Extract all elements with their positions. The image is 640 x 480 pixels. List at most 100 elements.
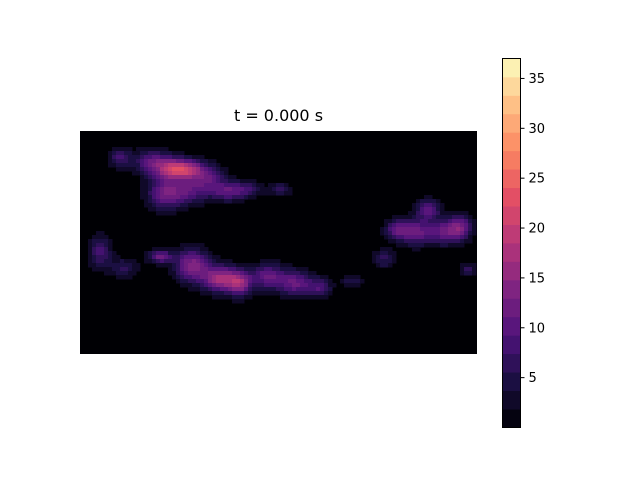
heatmap-cell bbox=[144, 183, 149, 188]
heatmap-cell bbox=[224, 291, 229, 296]
heatmap-cell bbox=[420, 235, 425, 240]
heatmap-cell bbox=[188, 191, 193, 196]
heatmap-cell bbox=[300, 275, 305, 280]
heatmap-cell bbox=[108, 259, 113, 264]
heatmap-cell bbox=[160, 199, 165, 204]
heatmap-cell bbox=[196, 183, 201, 188]
heatmap-cell bbox=[420, 215, 425, 220]
heatmap-cell bbox=[252, 195, 257, 200]
heatmap-cell bbox=[148, 163, 153, 168]
heatmap-cell bbox=[128, 147, 133, 152]
heatmap-cell bbox=[288, 191, 293, 196]
heatmap-cell bbox=[452, 227, 457, 232]
heatmap-cell bbox=[256, 283, 261, 288]
heatmap-cell bbox=[164, 263, 169, 268]
heatmap-cell bbox=[184, 271, 189, 276]
heatmap-cell bbox=[284, 271, 289, 276]
heatmap-cell bbox=[392, 255, 397, 260]
heatmap-cell bbox=[464, 215, 469, 220]
heatmap-cell bbox=[220, 291, 225, 296]
heatmap-cell bbox=[104, 251, 109, 256]
heatmap-cell bbox=[272, 259, 277, 264]
heatmap-cell bbox=[284, 279, 289, 284]
heatmap-cell bbox=[180, 271, 185, 276]
heatmap-cell bbox=[240, 179, 245, 184]
heatmap-cell bbox=[164, 155, 169, 160]
heatmap-cell bbox=[152, 191, 157, 196]
heatmap-cell bbox=[124, 167, 129, 172]
heatmap-cell bbox=[256, 287, 261, 292]
heatmap-cell bbox=[116, 163, 121, 168]
heatmap-cell bbox=[144, 259, 149, 264]
heatmap-cell bbox=[300, 279, 305, 284]
heatmap-cell bbox=[124, 267, 129, 272]
heatmap-cells bbox=[88, 147, 477, 304]
heatmap-cell bbox=[260, 287, 265, 292]
heatmap-cell bbox=[348, 283, 353, 288]
heatmap-cell bbox=[172, 171, 177, 176]
heatmap-cell bbox=[248, 287, 253, 292]
heatmap-cell bbox=[184, 175, 189, 180]
heatmap-cell bbox=[200, 279, 205, 284]
heatmap-cell bbox=[128, 163, 133, 168]
heatmap-cell bbox=[92, 255, 97, 260]
heatmap-cell bbox=[256, 191, 261, 196]
heatmap-cell bbox=[420, 211, 425, 216]
heatmap-cell bbox=[408, 219, 413, 224]
heatmap-cell bbox=[260, 279, 265, 284]
heatmap-cell bbox=[216, 287, 221, 292]
heatmap-cell bbox=[308, 275, 313, 280]
heatmap-cell bbox=[196, 259, 201, 264]
heatmap-cell bbox=[188, 275, 193, 280]
heatmap-cell bbox=[304, 271, 309, 276]
heatmap-cell bbox=[324, 287, 329, 292]
heatmap-cell bbox=[312, 283, 317, 288]
heatmap-cell bbox=[200, 167, 205, 172]
heatmap-cell bbox=[264, 283, 269, 288]
heatmap-cell bbox=[160, 255, 165, 260]
heatmap-cell bbox=[412, 203, 417, 208]
heatmap-cell bbox=[432, 231, 437, 236]
heatmap-cell bbox=[152, 259, 157, 264]
heatmap-cell bbox=[172, 163, 177, 168]
heatmap-cell bbox=[180, 283, 185, 288]
heatmap-cell bbox=[256, 279, 261, 284]
heatmap-cell bbox=[428, 215, 433, 220]
heatmap-cell bbox=[144, 163, 149, 168]
heatmap-cell bbox=[432, 215, 437, 220]
heatmap-cell bbox=[380, 251, 385, 256]
heatmap-cell bbox=[176, 271, 181, 276]
heatmap-cell bbox=[388, 251, 393, 256]
heatmap-cell bbox=[236, 275, 241, 280]
heatmap-cell bbox=[260, 191, 265, 196]
heatmap-cell bbox=[248, 275, 253, 280]
heatmap-cell bbox=[392, 231, 397, 236]
heatmap-cell bbox=[184, 155, 189, 160]
heatmap-cell bbox=[156, 155, 161, 160]
heatmap-cell bbox=[220, 295, 225, 300]
heatmap-cell bbox=[456, 231, 461, 236]
heatmap-cell bbox=[216, 295, 221, 300]
heatmap-cell bbox=[160, 171, 165, 176]
heatmap-cell bbox=[332, 283, 337, 288]
heatmap-cell bbox=[104, 267, 109, 272]
heatmap-cell bbox=[268, 279, 273, 284]
heatmap-cell bbox=[260, 183, 265, 188]
heatmap-cell bbox=[152, 151, 157, 156]
heatmap-cell bbox=[320, 283, 325, 288]
heatmap-cell bbox=[136, 159, 141, 164]
heatmap-cell bbox=[204, 195, 209, 200]
heatmap-cell bbox=[320, 295, 325, 300]
colorbar-tick-label: 20 bbox=[529, 222, 546, 237]
heatmap-cell bbox=[96, 263, 101, 268]
heatmap-cell bbox=[432, 207, 437, 212]
heatmap-cell bbox=[232, 279, 237, 284]
heatmap-cell bbox=[96, 251, 101, 256]
heatmap-cell bbox=[112, 147, 117, 152]
heatmap-cell bbox=[112, 255, 117, 260]
heatmap-cell bbox=[396, 231, 401, 236]
heatmap-cell bbox=[420, 243, 425, 248]
heatmap-cell bbox=[356, 279, 361, 284]
heatmap-cell bbox=[300, 287, 305, 292]
heatmap-cell bbox=[388, 235, 393, 240]
